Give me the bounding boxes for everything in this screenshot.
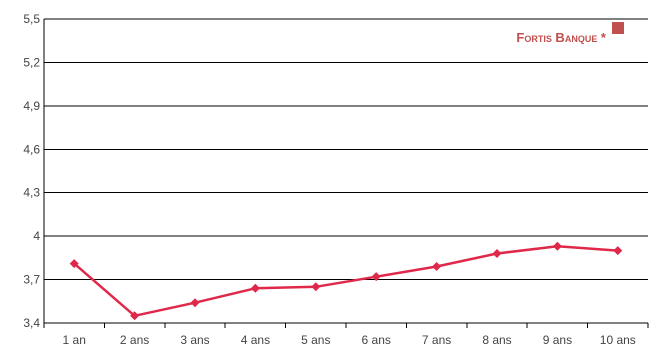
- x-tick-label: 1 an: [63, 333, 86, 347]
- x-tick-label: 4 ans: [241, 333, 270, 347]
- y-tick-label: 4: [33, 229, 40, 243]
- data-point: [432, 262, 442, 272]
- y-axis-ticks: 3,4 3,7 4 4,3 4,6 4,9 5,2 5,5: [23, 12, 40, 330]
- x-tick-label: 9 ans: [543, 333, 572, 347]
- data-point: [613, 246, 623, 256]
- series-line: [73, 245, 618, 318]
- data-point: [371, 272, 381, 282]
- series-markers: [69, 241, 623, 321]
- data-point: [190, 298, 200, 308]
- x-tick-label: 7 ans: [422, 333, 451, 347]
- data-point: [130, 311, 140, 321]
- legend: Fortis Banque *: [516, 22, 624, 45]
- x-tick-label: 5 ans: [301, 333, 330, 347]
- y-tick-label: 5,5: [23, 12, 40, 26]
- y-tick-label: 5,2: [23, 55, 40, 69]
- legend-marker: [612, 22, 624, 34]
- data-point: [69, 259, 79, 269]
- data-point: [552, 241, 562, 251]
- x-tick-label: 3 ans: [180, 333, 209, 347]
- x-tick-label: 2 ans: [120, 333, 149, 347]
- y-tick-label: 4,3: [23, 186, 40, 200]
- data-point: [250, 283, 260, 293]
- data-point: [492, 249, 502, 259]
- gridlines: [43, 18, 648, 324]
- y-tick-label: 4,9: [23, 99, 40, 113]
- y-tick-label: 3,4: [23, 316, 40, 330]
- x-tick-label: 6 ans: [362, 333, 391, 347]
- data-point: [311, 282, 321, 292]
- y-tick-label: 4,6: [23, 142, 40, 156]
- x-axis-ticks: 1 an 2 ans 3 ans 4 ans 5 ans 6 ans 7 ans 8 ans 9…: [43, 323, 649, 347]
- y-tick-label: 3,7: [23, 273, 40, 287]
- x-tick-label: 10 ans: [600, 333, 636, 347]
- legend-label: Fortis Banque *: [516, 30, 607, 45]
- x-tick-label: 8 ans: [482, 333, 511, 347]
